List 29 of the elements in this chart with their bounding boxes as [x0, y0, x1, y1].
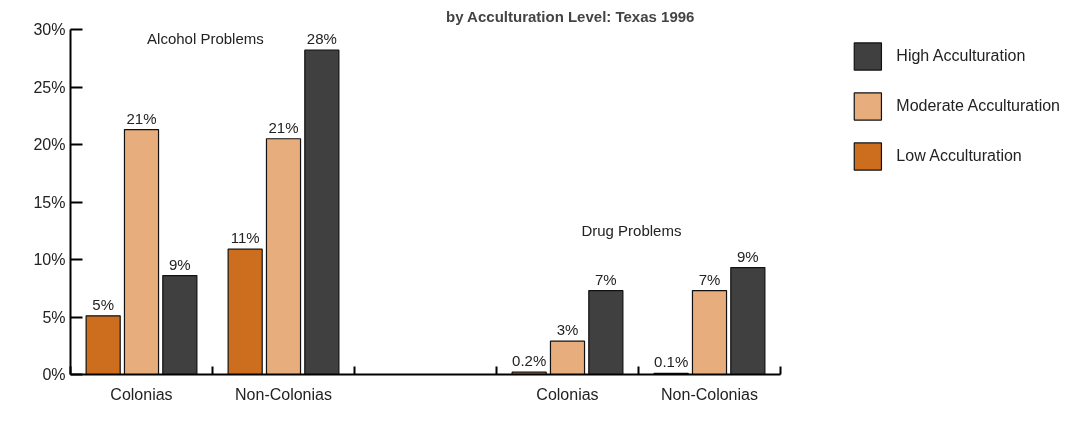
data-label: 28% [306, 30, 337, 48]
x-tick-label: Non-Colonias [235, 385, 332, 403]
data-label: 21% [268, 118, 299, 136]
y-tick-label: 25% [33, 78, 66, 96]
annotation: Drug Problems [581, 222, 682, 240]
annotation: Alcohol Problems [147, 30, 264, 48]
legend-label: High Acculturation [896, 47, 1026, 65]
data-label: 7% [698, 270, 721, 288]
data-label: 21% [126, 109, 157, 127]
y-tick-label: 5% [42, 308, 66, 326]
data-label: 9% [169, 255, 191, 273]
x-tick-label: Colonias [110, 385, 173, 403]
x-tick-label: Colonias [536, 385, 599, 403]
y-tick-label: 30% [33, 21, 66, 38]
data-label: 7% [595, 270, 617, 288]
legend-label: Low Acculturation [896, 147, 1022, 165]
data-label: 5% [92, 295, 115, 313]
y-tick-label: 15% [33, 193, 66, 211]
y-tick-label: 0% [42, 366, 66, 383]
legend-label: Moderate Acculturation [896, 97, 1060, 115]
y-tick-label: 20% [33, 136, 66, 153]
x-tick-label: Non-Colonias [661, 385, 758, 403]
data-label: 3% [556, 321, 579, 339]
chart-title: by Acculturation Level: Texas 1996 [446, 7, 695, 25]
y-tick-label: 10% [33, 251, 66, 268]
data-label: 0.1% [654, 353, 689, 371]
data-label: 0.2% [512, 352, 547, 370]
data-label: 9% [737, 247, 759, 265]
data-label: 11% [230, 229, 260, 247]
